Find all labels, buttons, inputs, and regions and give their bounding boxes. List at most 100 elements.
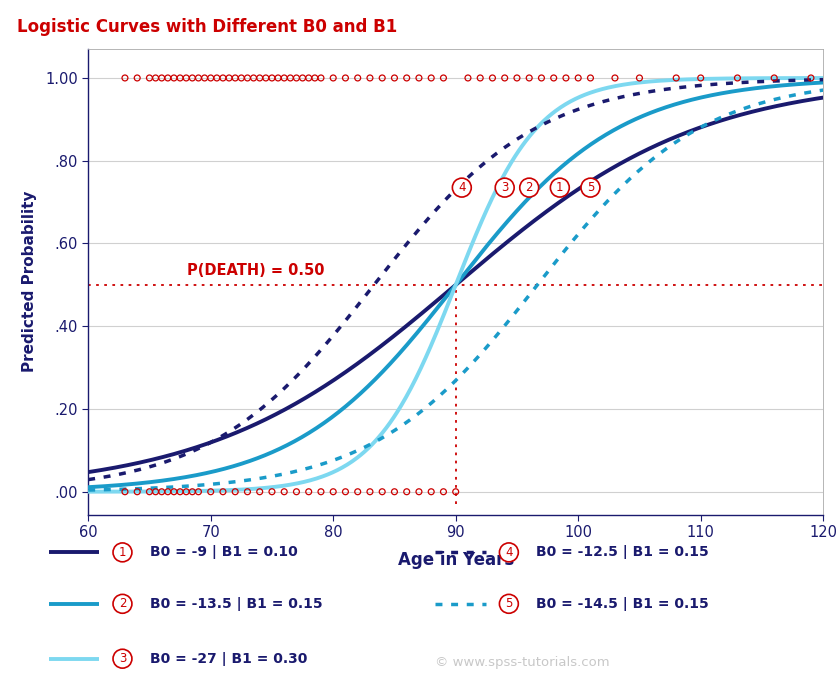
Point (149, 486, 162, 497)
Point (173, 72, 186, 83)
Point (241, 486, 255, 497)
Point (143, 486, 156, 497)
Point (559, 72, 573, 83)
Point (339, 72, 352, 83)
Point (271, 72, 285, 83)
Text: 3: 3 (118, 652, 126, 665)
Y-axis label: Predicted Probability: Predicted Probability (22, 191, 37, 372)
Text: B0 = -12.5 | B1 = 0.15: B0 = -12.5 | B1 = 0.15 (536, 545, 709, 559)
Text: 2: 2 (526, 181, 533, 194)
Point (302, 486, 316, 497)
Point (284, 72, 297, 83)
Point (375, 486, 389, 497)
Point (253, 72, 266, 83)
Point (522, 72, 536, 83)
Point (731, 72, 744, 83)
Point (510, 72, 523, 83)
Point (228, 72, 242, 83)
X-axis label: Age in Years: Age in Years (397, 551, 514, 569)
Point (571, 72, 585, 83)
Point (210, 72, 223, 83)
Point (204, 72, 218, 83)
Point (216, 72, 229, 83)
Point (375, 72, 389, 83)
Point (216, 486, 229, 497)
Text: 5: 5 (587, 181, 594, 194)
Point (186, 72, 199, 83)
Point (437, 486, 450, 497)
Point (461, 72, 475, 83)
Point (223, 72, 236, 83)
Point (424, 72, 438, 83)
Text: Logistic Curves with Different B0 and B1: Logistic Curves with Different B0 and B1 (17, 18, 397, 36)
Text: 1: 1 (118, 546, 126, 559)
Point (118, 72, 132, 83)
Point (186, 486, 199, 497)
Point (302, 72, 316, 83)
Point (253, 486, 266, 497)
Text: 4: 4 (505, 546, 512, 559)
Point (234, 72, 248, 83)
Point (290, 72, 303, 83)
Point (149, 72, 162, 83)
Point (143, 72, 156, 83)
Point (327, 72, 340, 83)
Point (130, 486, 144, 497)
Point (768, 72, 781, 83)
Point (314, 486, 328, 497)
Point (437, 72, 450, 83)
Point (290, 486, 303, 497)
Point (608, 72, 622, 83)
Point (118, 486, 132, 497)
Point (241, 72, 255, 83)
Point (388, 486, 402, 497)
Text: 1: 1 (556, 181, 564, 194)
Point (277, 486, 291, 497)
Point (584, 72, 597, 83)
Point (412, 72, 426, 83)
Point (161, 486, 175, 497)
Point (363, 486, 376, 497)
Point (308, 72, 322, 83)
Point (161, 72, 175, 83)
Point (633, 72, 646, 83)
Point (363, 72, 376, 83)
Point (198, 72, 212, 83)
Point (296, 72, 309, 83)
Text: 4: 4 (458, 181, 465, 194)
Point (547, 72, 560, 83)
Point (388, 72, 402, 83)
Text: 5: 5 (505, 597, 512, 610)
Point (130, 72, 144, 83)
Text: B0 = -27 | B1 = 0.30: B0 = -27 | B1 = 0.30 (150, 652, 307, 666)
Point (155, 72, 169, 83)
Point (351, 72, 365, 83)
Point (180, 486, 193, 497)
Point (173, 486, 186, 497)
Point (474, 72, 487, 83)
Point (498, 72, 512, 83)
Point (155, 486, 169, 497)
Point (449, 486, 462, 497)
Text: © www.spss-tutorials.com: © www.spss-tutorials.com (435, 656, 610, 668)
Point (351, 486, 365, 497)
Point (180, 72, 193, 83)
Text: P(DEATH) = 0.50: P(DEATH) = 0.50 (187, 263, 325, 278)
Point (265, 72, 279, 83)
Text: 3: 3 (501, 181, 508, 194)
Point (486, 72, 499, 83)
Point (339, 486, 352, 497)
Text: B0 = -9 | B1 = 0.10: B0 = -9 | B1 = 0.10 (150, 545, 297, 559)
Point (247, 72, 260, 83)
Point (694, 72, 707, 83)
Point (204, 486, 218, 497)
Point (277, 72, 291, 83)
Point (167, 72, 181, 83)
Point (265, 486, 279, 497)
Text: 2: 2 (118, 597, 126, 610)
Point (192, 486, 205, 497)
Point (314, 72, 328, 83)
Point (192, 72, 205, 83)
Text: B0 = -14.5 | B1 = 0.15: B0 = -14.5 | B1 = 0.15 (536, 597, 709, 611)
Point (804, 72, 817, 83)
